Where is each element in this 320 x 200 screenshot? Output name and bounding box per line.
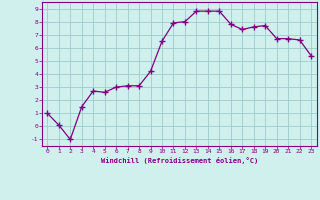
X-axis label: Windchill (Refroidissement éolien,°C): Windchill (Refroidissement éolien,°C) [100,157,258,164]
